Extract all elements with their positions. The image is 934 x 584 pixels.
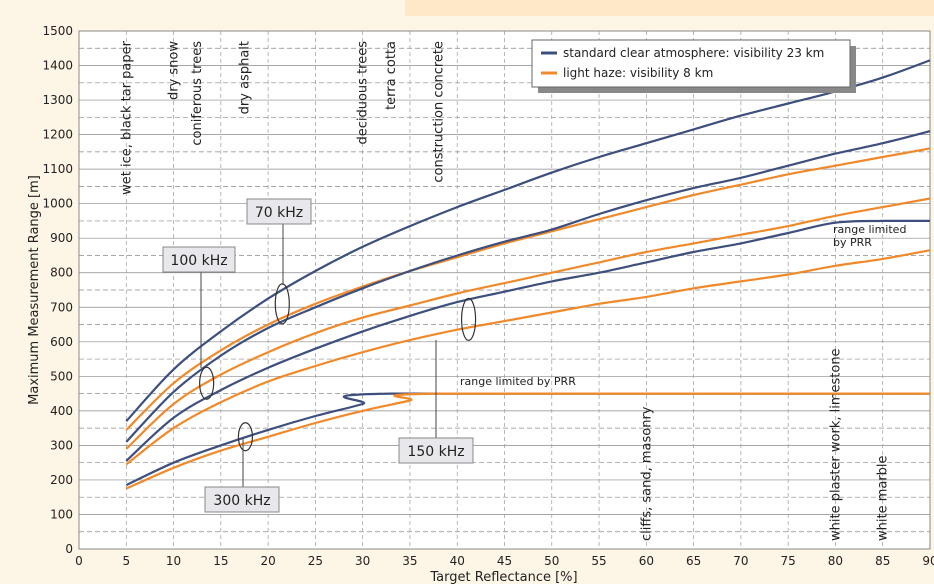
material-label: coniferous trees	[190, 41, 205, 146]
legend-box	[531, 39, 851, 88]
y-tick-label: 1400	[42, 59, 73, 73]
y-tick-label: 500	[50, 369, 73, 383]
y-tick-label: 0	[65, 542, 73, 556]
callout-100khz: 100 kHz	[162, 246, 236, 368]
x-tick-label: 90	[922, 554, 934, 568]
y-tick-label: 1500	[42, 24, 73, 38]
y-tick-label: 900	[50, 231, 73, 245]
x-tick-labels: 0 5 10 15 20 25 30 35 40 45 50 55 60 65 70 75 80 85 90	[75, 554, 934, 568]
y-tick-label: 1100	[42, 162, 73, 176]
legend: standard clear atmosphere: visibility 23…	[531, 39, 856, 93]
series-line-100khz-haze	[125, 197, 931, 450]
x-tick-label: 30	[355, 554, 370, 568]
material-label: cliffs, sand, masonry	[639, 406, 654, 541]
y-tick-label: 700	[50, 300, 73, 314]
x-tick-label: 10	[166, 554, 181, 568]
y-tick-label: 200	[50, 473, 73, 487]
legend-label-clear: standard clear atmosphere: visibility 23…	[563, 46, 824, 60]
material-label: dry snow	[167, 41, 182, 100]
callout-300khz: 300 kHz	[204, 438, 280, 513]
legend-label-haze: light haze: visibility 8 km	[563, 66, 713, 80]
series-line-100khz-clear	[125, 130, 931, 443]
material-label: deciduous trees	[356, 41, 371, 145]
material-label: white marble	[876, 455, 891, 541]
x-tick-label: 55	[591, 554, 606, 568]
y-tick-label: 300	[50, 438, 73, 452]
callout-100khz-label: 100 kHz	[170, 253, 227, 269]
top-highlight-band	[405, 0, 934, 16]
material-label: wet ice, black tar paper	[119, 40, 134, 195]
x-tick-label: 45	[497, 554, 512, 568]
frequency-marker	[237, 422, 254, 452]
series-line-70khz-clear	[125, 59, 931, 422]
material-labels: wet ice, black tar paper dry snow conifero…	[119, 40, 890, 541]
callout-70khz: 70 kHz	[246, 198, 312, 285]
frequency-marker	[199, 366, 215, 400]
prr-note-high-1: range limited	[833, 223, 906, 236]
x-axis-label: Target Reflectance [%]	[429, 570, 577, 584]
x-tick-label: 35	[402, 554, 417, 568]
x-tick-label: 60	[639, 554, 654, 568]
callout-150khz-label: 150 kHz	[407, 444, 464, 460]
x-tick-label: 0	[75, 554, 83, 568]
x-tick-label: 50	[544, 554, 559, 568]
x-tick-label: 40	[450, 554, 465, 568]
y-tick-label: 100	[50, 507, 73, 521]
series-line-300khz-haze	[125, 392, 930, 490]
series-line-150khz-clear	[125, 219, 931, 462]
material-label: terra cotta	[384, 41, 399, 110]
x-tick-label: 20	[260, 554, 275, 568]
y-axis-label: Maximum Measurement Range [m]	[27, 175, 42, 405]
series-line-150khz-haze	[125, 249, 931, 466]
prr-note-high-2: by PRR	[833, 236, 872, 249]
y-tick-label: 800	[50, 266, 73, 280]
frequency-marker	[274, 283, 290, 325]
y-tick-labels: 0 100 200 300 400 500 600 700 800 900 1000 1100 1200…	[42, 24, 73, 556]
material-label: dry asphalt	[237, 41, 252, 114]
x-tick-label: 80	[828, 554, 843, 568]
series-line-70khz-haze	[125, 147, 931, 431]
callout-70khz-label: 70 kHz	[255, 205, 303, 221]
x-tick-label: 15	[213, 554, 228, 568]
x-tick-label: 65	[686, 554, 701, 568]
x-tick-label: 85	[875, 554, 890, 568]
series-lines	[125, 59, 931, 490]
y-tick-label: 400	[50, 404, 73, 418]
x-tick-label: 70	[733, 554, 748, 568]
callout-300khz-label: 300 kHz	[213, 493, 270, 509]
frequency-marker	[460, 297, 477, 341]
callout-150khz: 150 kHz	[398, 340, 474, 464]
material-label: construction concrete	[431, 41, 446, 183]
x-tick-label: 25	[308, 554, 323, 568]
frequency-markers	[199, 283, 477, 452]
y-tick-label: 1300	[42, 93, 73, 107]
y-tick-label: 1200	[42, 128, 73, 142]
x-tick-label: 75	[781, 554, 796, 568]
prr-note-low: range limited by PRR	[460, 375, 576, 388]
material-label: white plaster work, limestone	[828, 348, 843, 541]
x-tick-label: 5	[122, 554, 130, 568]
y-tick-label: 1000	[42, 197, 73, 211]
y-tick-label: 600	[50, 335, 73, 349]
